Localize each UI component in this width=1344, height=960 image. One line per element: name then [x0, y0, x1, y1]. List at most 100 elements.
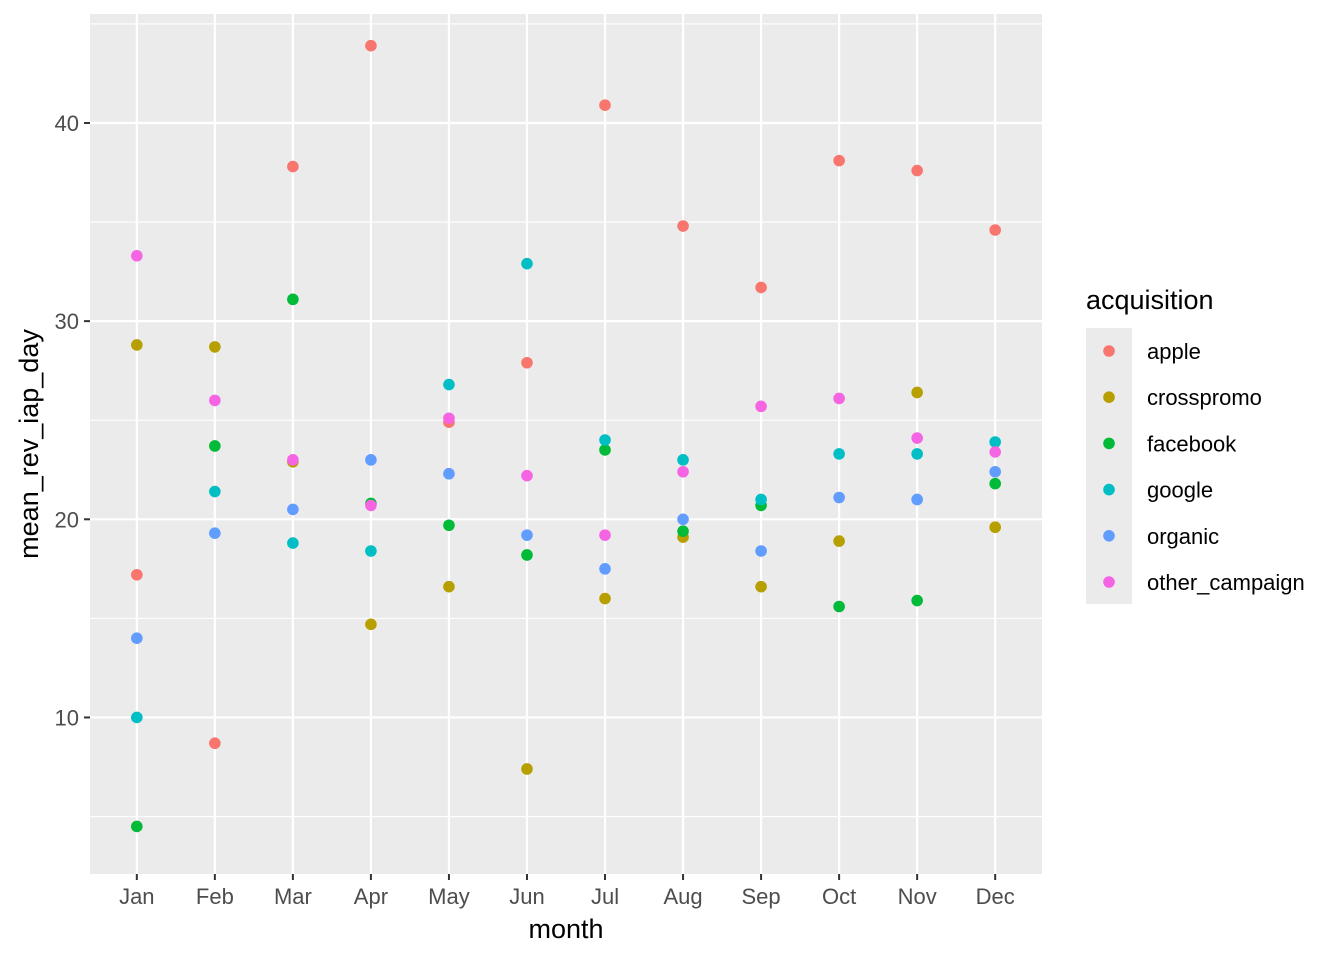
x-axis: Jan Feb Mar Apr May Jun Jul Aug Sep Oct Nov Dec	[119, 874, 1015, 909]
y-tick-label: 30	[55, 309, 79, 334]
legend: acquisition apple crosspromo facebook googl…	[1086, 285, 1305, 604]
data-point	[209, 485, 221, 498]
data-point	[677, 465, 689, 478]
legend-label: crosspromo	[1147, 385, 1262, 410]
data-point	[131, 711, 143, 724]
data-point	[599, 563, 611, 575]
data-point	[521, 469, 533, 482]
y-tick-label: 20	[55, 507, 79, 532]
data-point	[911, 448, 923, 460]
y-axis: 10 20 30 40	[55, 111, 90, 730]
data-point	[599, 444, 611, 456]
data-point	[365, 454, 377, 466]
data-point	[209, 341, 221, 353]
data-point	[599, 99, 611, 111]
data-point	[443, 412, 455, 425]
data-point	[209, 527, 221, 539]
legend-items: apple crosspromo facebook google organic othe…	[1103, 339, 1305, 595]
legend-label: other_campaign	[1147, 570, 1305, 595]
data-point	[677, 525, 689, 537]
x-tick-label: Jul	[591, 884, 619, 909]
data-point	[443, 378, 455, 391]
data-point	[755, 493, 767, 506]
data-point	[989, 446, 1001, 458]
x-tick-label: Sep	[742, 884, 781, 909]
legend-key	[1103, 437, 1115, 450]
data-point	[131, 632, 143, 644]
data-point	[209, 737, 221, 750]
data-point	[131, 568, 143, 581]
y-axis-title: mean_rev_iap_day	[14, 329, 44, 559]
data-point	[599, 529, 611, 541]
data-point	[599, 434, 611, 446]
legend-key	[1103, 345, 1115, 357]
data-point	[131, 249, 143, 262]
data-point	[209, 440, 221, 452]
data-point	[365, 545, 377, 557]
data-point	[677, 513, 689, 526]
x-axis-title: month	[528, 914, 603, 944]
data-point	[443, 519, 455, 532]
data-points	[131, 39, 1001, 833]
data-point	[833, 600, 845, 613]
legend-key	[1103, 576, 1115, 588]
x-tick-label: Apr	[354, 884, 388, 909]
data-point	[287, 454, 299, 466]
grid-major	[90, 14, 1042, 874]
data-point	[677, 220, 689, 232]
data-point	[989, 477, 1001, 490]
data-point	[131, 339, 143, 351]
data-point	[833, 448, 845, 460]
data-point	[833, 491, 845, 504]
data-point	[755, 545, 767, 557]
x-tick-label: Dec	[976, 884, 1015, 909]
x-tick-label: Feb	[196, 884, 234, 909]
x-tick-label: Nov	[898, 884, 937, 909]
legend-label: facebook	[1147, 431, 1237, 456]
data-point	[911, 164, 923, 177]
data-point	[911, 594, 923, 607]
data-point	[287, 537, 299, 549]
x-tick-label: Aug	[663, 884, 702, 909]
legend-title: acquisition	[1086, 285, 1214, 315]
x-tick-label: Oct	[822, 884, 856, 909]
data-point	[833, 535, 845, 547]
data-point	[911, 432, 923, 444]
legend-label: organic	[1147, 524, 1219, 549]
data-point	[911, 493, 923, 506]
data-point	[989, 224, 1001, 236]
data-point	[911, 386, 923, 399]
data-point	[755, 281, 767, 294]
legend-key	[1103, 391, 1115, 404]
data-point	[131, 820, 143, 833]
data-point	[443, 467, 455, 480]
data-point	[833, 154, 845, 167]
legend-label: apple	[1147, 339, 1201, 364]
y-tick-label: 40	[55, 111, 79, 136]
y-tick-label: 10	[55, 705, 79, 730]
data-point	[521, 549, 533, 561]
data-point	[287, 503, 299, 516]
legend-key	[1103, 483, 1115, 496]
x-tick-label: Jun	[509, 884, 544, 909]
legend-key	[1103, 530, 1115, 542]
data-point	[521, 763, 533, 775]
x-tick-label: May	[428, 884, 470, 909]
data-point	[989, 465, 1001, 478]
data-point	[755, 580, 767, 593]
data-point	[833, 392, 845, 405]
data-point	[365, 618, 377, 631]
data-point	[521, 257, 533, 270]
data-point	[989, 436, 1001, 448]
legend-key-background	[1086, 328, 1132, 604]
data-point	[521, 529, 533, 541]
data-point	[521, 356, 533, 369]
data-point	[677, 454, 689, 466]
data-point	[989, 521, 1001, 534]
data-point	[599, 592, 611, 605]
data-point	[287, 160, 299, 173]
data-point	[443, 580, 455, 593]
grid-minor	[90, 23, 1042, 818]
x-tick-label: Mar	[274, 884, 312, 909]
